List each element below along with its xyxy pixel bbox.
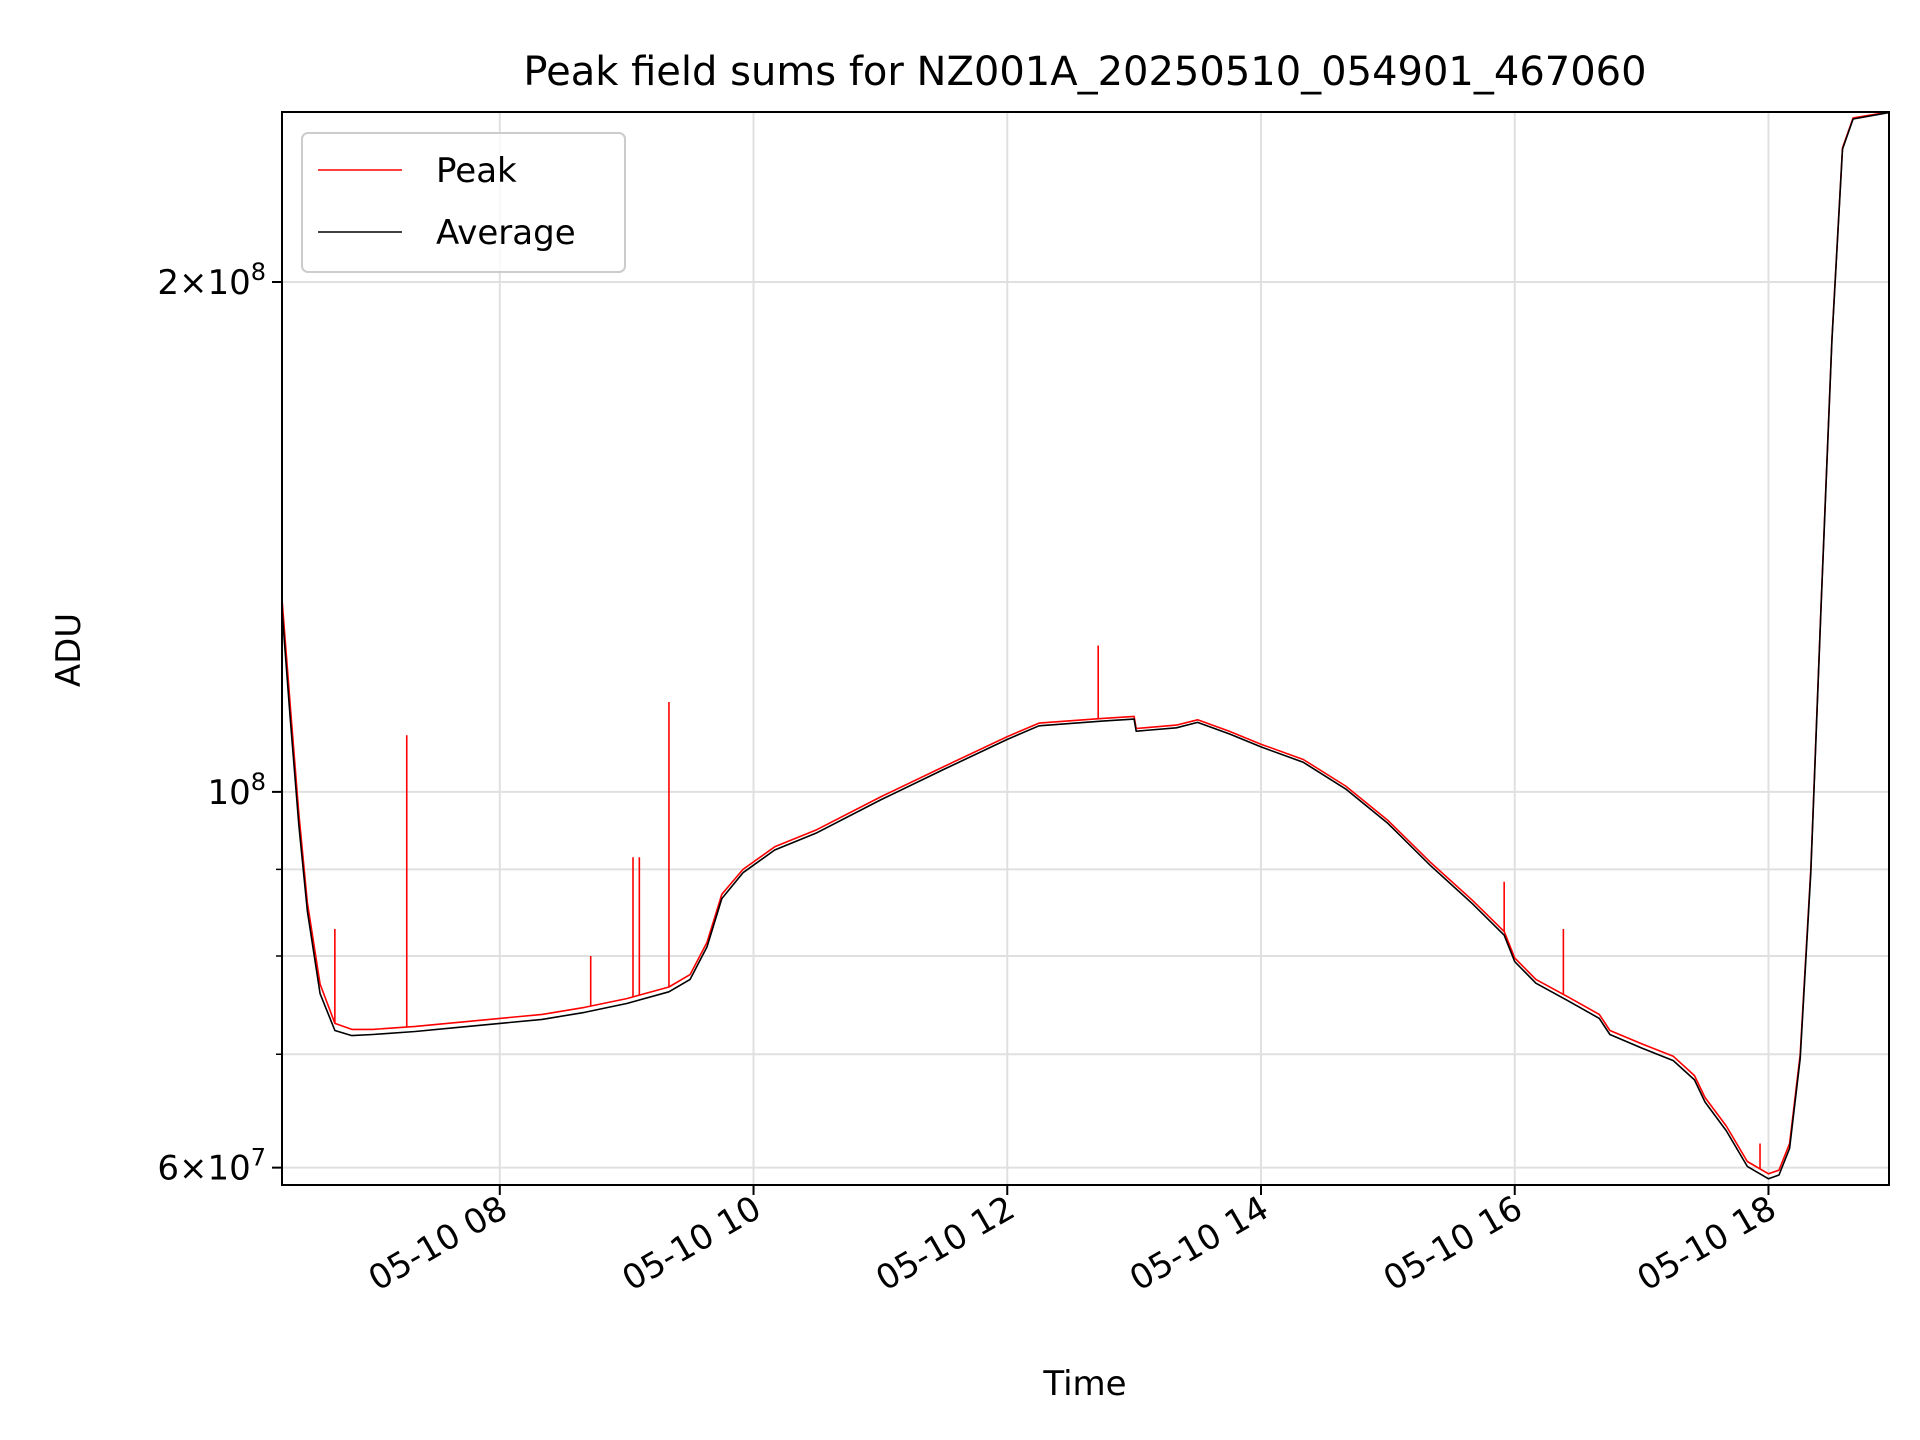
y-tick-label-0: 6×107 xyxy=(157,1144,266,1189)
grid-lines xyxy=(282,112,1889,1185)
x-axis-label: Time xyxy=(1042,1364,1126,1404)
plot-series xyxy=(281,111,1890,1180)
plot-frame xyxy=(281,111,1890,1186)
series-line-peak xyxy=(281,111,1890,1175)
legend-average-label: Average xyxy=(436,213,576,253)
chart-title: Peak field sums for NZ001A_20250510_0549… xyxy=(523,49,1646,95)
y-axis-label: ADU xyxy=(49,613,89,687)
y-tick-label-1: 108 xyxy=(207,768,266,813)
legend-box xyxy=(301,132,626,273)
series-line-average xyxy=(281,111,1890,1180)
legend: Peak Average xyxy=(301,132,626,273)
legend-peak-label: Peak xyxy=(436,151,517,191)
y-tick-label-2: 2×108 xyxy=(157,258,266,303)
